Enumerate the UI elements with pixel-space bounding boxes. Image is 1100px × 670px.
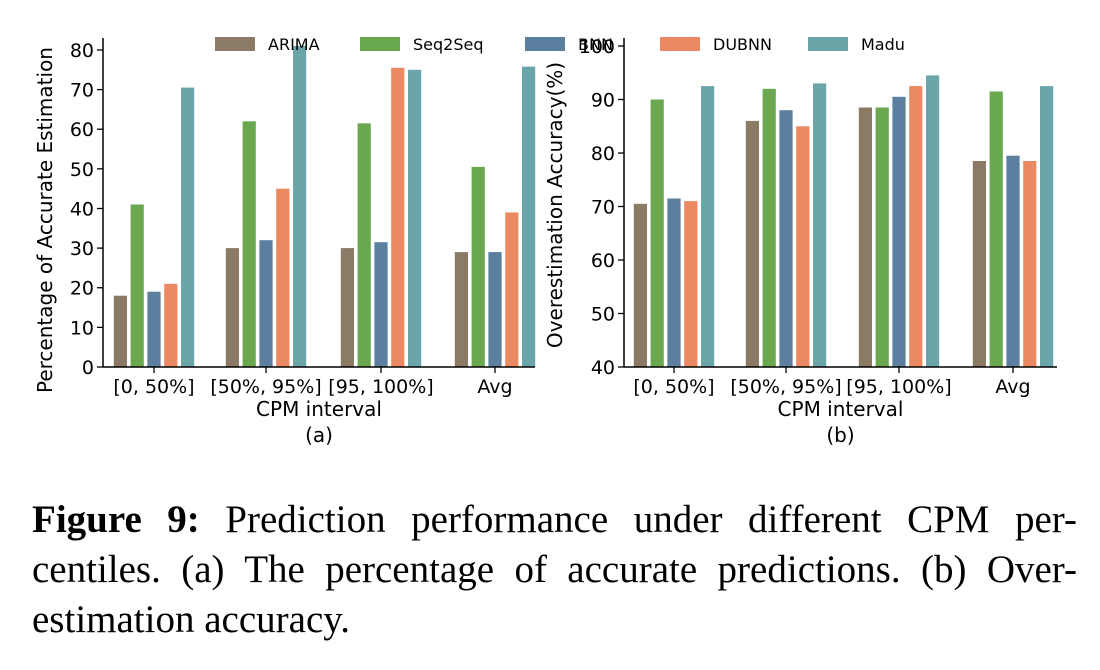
panel-b-y-tick-label: 80 (591, 143, 615, 165)
panel-a-y-axis-label: Percentage of Accurate Estimation (33, 47, 57, 393)
legend-swatch-dubnn (660, 37, 700, 51)
panel-b-y-axis-label: Overestimation Accuracy(%) (543, 62, 567, 348)
panel-a-bar-madu-1 (293, 46, 307, 367)
panel-b-bar-dubnn-1 (796, 126, 810, 368)
panel-b-bar-madu-2 (926, 75, 940, 368)
panel-a-bar-madu-2 (408, 69, 422, 368)
panel-a-bar-arima-1 (225, 248, 239, 367)
panel-b-bar-bnn-0 (667, 198, 681, 367)
panel-b-bar-arima-1 (745, 120, 759, 368)
panel-a-y-tick-label: 20 (70, 278, 94, 300)
panel-a-y-tick-label: 70 (70, 80, 94, 102)
panel-b-bar-seq2seq-0 (650, 99, 664, 367)
panel-a-panel-label: (a) (305, 423, 333, 447)
legend-swatch-bnn (525, 37, 565, 51)
panel-b-panel-label: (b) (826, 423, 854, 447)
panel-a-y-tick-label: 80 (70, 40, 94, 62)
panel-b-bar-seq2seq-3 (989, 91, 1003, 367)
panel-b-x-tick-label: Avg (995, 376, 1030, 398)
panel-a-x-axis-label: CPM interval (256, 397, 382, 421)
panel-a-bar-dubnn-3 (505, 212, 519, 367)
panel-b-y-tick-label: 50 (591, 304, 615, 326)
panel-b-bar-arima-3 (972, 161, 986, 367)
legend-swatch-seq2seq (360, 37, 400, 51)
panel-b-bar-seq2seq-2 (875, 107, 889, 367)
panel-a-y-tick-label: 10 (70, 317, 94, 339)
panel-a-bar-arima-0 (113, 295, 127, 367)
panel-a-x-tick-label: Avg (477, 376, 512, 398)
panel-b-bar-dubnn-0 (684, 201, 698, 367)
panel-a-bar-bnn-2 (374, 242, 388, 367)
panel-a-bar-dubnn-2 (391, 67, 405, 368)
panel-a-y-tick-label: 40 (70, 198, 94, 220)
panel-a-bar-seq2seq-1 (242, 121, 256, 367)
caption-text: Prediction performance under different C… (32, 498, 1077, 641)
panel-a-x-tick-label: [50%, 95%] (210, 376, 321, 398)
panel-a-bar-dubnn-0 (164, 283, 178, 367)
panel-b-x-tick-label: [95, 100%] (846, 376, 951, 398)
panel-a-y-tick-label: 0 (82, 357, 94, 379)
legend-label-dubnn: DUBNN (713, 35, 772, 54)
panel-b-y-tick-label: 100 (579, 36, 615, 58)
panel-b-bar-bnn-3 (1006, 155, 1020, 367)
panel-b-y-tick-label: 70 (591, 197, 615, 219)
panel-b-bar-arima-0 (633, 203, 647, 367)
legend-label-bnn: BNN (578, 35, 613, 54)
panel-b-y-tick-label: 60 (591, 250, 615, 272)
panel-a-bar-dubnn-1 (276, 188, 290, 367)
panel-b-bar-arima-2 (858, 107, 872, 367)
panel-a-bar-seq2seq-3 (471, 166, 485, 367)
panel-b-bar-seq2seq-1 (762, 88, 776, 368)
panel-a-bar-seq2seq-2 (357, 123, 371, 367)
panel-b-bar-bnn-2 (892, 96, 906, 368)
panel-a-bar-madu-3 (522, 66, 536, 367)
figure-caption: Figure 9: Prediction performance under d… (32, 495, 1077, 645)
panel-a-bar-bnn-0 (147, 291, 161, 367)
legend-label-arima: ARIMA (268, 35, 320, 54)
panel-b-y-tick-label: 90 (591, 90, 615, 112)
panel-a-bar-arima-3 (454, 252, 468, 367)
panel-a-y-tick-label: 60 (70, 119, 94, 141)
panel-a-y-tick-label: 30 (70, 238, 94, 260)
panel-b-bar-madu-3 (1040, 86, 1054, 367)
panel-b-x-axis-label: CPM interval (778, 397, 904, 421)
panel-b-bar-madu-1 (813, 83, 827, 368)
legend-swatch-madu (808, 37, 848, 51)
panel-a-bar-seq2seq-0 (130, 204, 144, 367)
panel-a-bar-madu-0 (181, 87, 195, 367)
panel-a-bar-bnn-3 (488, 252, 502, 367)
legend-swatch-arima (215, 37, 255, 51)
panel-a-y-tick-label: 50 (70, 159, 94, 181)
panel-a-x-tick-label: [0, 50%] (113, 376, 194, 398)
panel-a-bar-arima-2 (340, 248, 354, 367)
caption-label: Figure 9: (32, 498, 200, 541)
panel-a-x-tick-label: [95, 100%] (328, 376, 433, 398)
panel-b-x-tick-label: [0, 50%] (633, 376, 714, 398)
panel-a-bar-bnn-1 (259, 240, 273, 367)
panel-b-bar-bnn-1 (779, 110, 793, 367)
panel-b-bar-dubnn-2 (909, 86, 923, 367)
legend-label-madu: Madu (861, 35, 905, 54)
panel-b-bar-madu-0 (701, 86, 715, 367)
legend-label-seq2seq: Seq2Seq (413, 35, 484, 54)
panel-b-bar-dubnn-3 (1023, 161, 1037, 367)
panel-b-y-tick-label: 40 (591, 357, 615, 379)
panel-b-x-tick-label: [50%, 95%] (730, 376, 841, 398)
